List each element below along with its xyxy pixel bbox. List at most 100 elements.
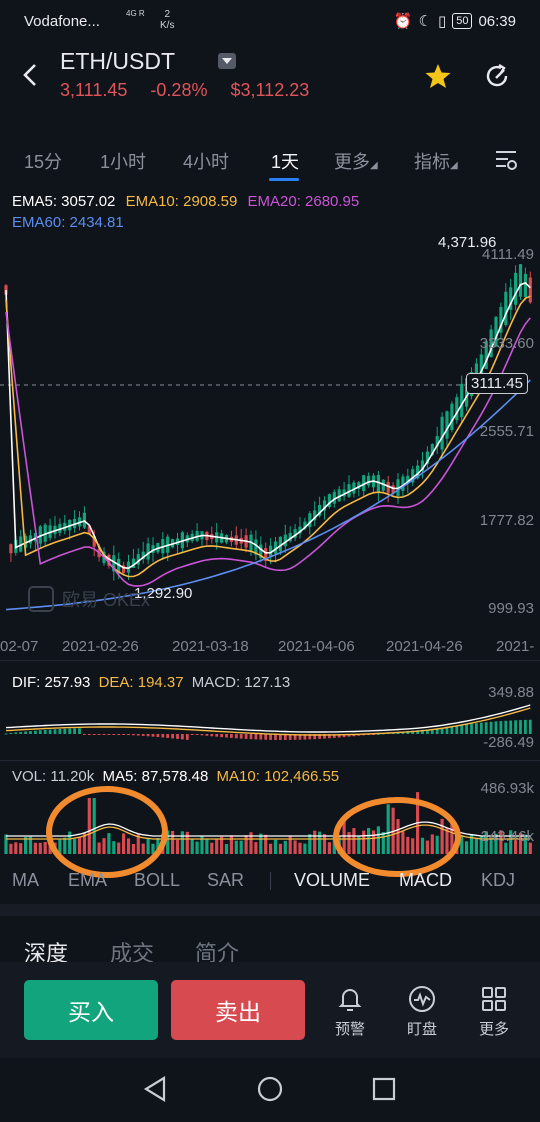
tab-1h[interactable]: 1小时 xyxy=(100,152,147,172)
volume-bar xyxy=(406,836,410,854)
volume-bar xyxy=(264,834,268,854)
macd-chart[interactable] xyxy=(0,690,540,754)
nav-recents-icon[interactable] xyxy=(372,1077,396,1101)
more-button[interactable]: 更多 xyxy=(466,984,522,1039)
indicator-tab-ema[interactable]: EMA xyxy=(68,870,108,890)
candle xyxy=(504,291,508,325)
candle xyxy=(318,504,322,516)
volume-bar xyxy=(430,834,434,854)
macd-bar xyxy=(337,734,341,738)
macd-bar xyxy=(494,721,498,734)
volume-bar xyxy=(9,843,13,854)
macd-bar xyxy=(63,728,67,734)
dif-line xyxy=(5,704,531,733)
volume-bar xyxy=(28,836,33,854)
indicator-tab-volume[interactable]: VOLUME xyxy=(294,870,371,890)
macd-bar xyxy=(156,734,160,738)
volume-bar xyxy=(156,837,160,854)
favorite-star-icon[interactable] xyxy=(424,62,452,90)
nav-home-icon[interactable] xyxy=(257,1076,283,1102)
macd-bar xyxy=(171,734,174,739)
candle xyxy=(283,534,287,547)
candle xyxy=(489,329,493,358)
candle xyxy=(479,354,483,380)
nav-back-icon[interactable] xyxy=(142,1076,168,1102)
active-tab-underline xyxy=(269,178,299,181)
volume-bar xyxy=(73,838,77,854)
alarm-icon: ⏰ xyxy=(393,13,413,30)
back-icon[interactable] xyxy=(20,62,42,88)
candle xyxy=(347,484,351,497)
volume-bar xyxy=(367,827,371,854)
volume-bar xyxy=(465,841,469,854)
candle xyxy=(288,532,292,542)
ema-legend: EMA5: 3057.02 EMA10: 2908.59 EMA20: 2680… xyxy=(12,193,359,210)
macd-bar xyxy=(239,734,243,739)
status-icons: ⏰ ☾ ▯ 50 06:39 xyxy=(393,12,516,31)
macd-bar xyxy=(146,734,150,737)
volume-bar xyxy=(313,830,317,854)
share-icon[interactable] xyxy=(484,62,512,90)
price-axis-label-4: 1777.82 xyxy=(479,512,534,529)
tab-trades[interactable]: 成交 xyxy=(110,941,155,966)
vol-label: VOL: 11.20k xyxy=(12,768,95,785)
candle xyxy=(499,306,503,333)
candle xyxy=(391,485,395,494)
macd-bar xyxy=(308,734,312,740)
macd-bar xyxy=(269,734,272,740)
macd-label: MACD: 127.13 xyxy=(191,674,291,691)
tab-intro[interactable]: 简介 xyxy=(195,941,240,966)
macd-bar xyxy=(92,734,96,735)
chart-settings-icon[interactable] xyxy=(494,148,518,172)
indicator-tab-macd[interactable]: MACD xyxy=(399,870,452,890)
volume-bar xyxy=(131,843,135,854)
candle xyxy=(376,474,380,492)
divider xyxy=(0,760,540,761)
macd-bar xyxy=(127,734,130,735)
volume-bar xyxy=(185,831,189,854)
volume-bar xyxy=(244,835,248,854)
date-label-6: 2021- xyxy=(496,638,535,655)
candle xyxy=(367,475,371,486)
alert-button[interactable]: 预警 xyxy=(322,984,378,1039)
macd-bar xyxy=(484,722,488,734)
volume-bar xyxy=(450,823,454,854)
tab-15m[interactable]: 15分 xyxy=(24,152,63,172)
tab-more[interactable]: 更多◢ xyxy=(334,152,378,172)
indicator-tab-boll[interactable]: BOLL xyxy=(134,870,181,890)
timeframe-tabs: 15分 1小时 4小时 1天 更多◢ 指标◢ xyxy=(0,140,540,184)
candle xyxy=(112,555,116,572)
macd-bar xyxy=(509,720,513,734)
buy-button[interactable]: 买入 xyxy=(24,980,158,1040)
watch-button[interactable]: 盯盘 xyxy=(394,984,450,1039)
macd-bar xyxy=(455,725,459,734)
volume-bar xyxy=(180,831,184,854)
annotation-overlay xyxy=(46,786,461,878)
volume-bar xyxy=(283,840,287,854)
pair-title[interactable]: ETH/USDT xyxy=(60,48,175,74)
price-row: 3,111.45 -0.28% $3,112.23 xyxy=(60,80,327,101)
volume-bar xyxy=(435,835,439,854)
tab-4h[interactable]: 4小时 xyxy=(183,152,230,172)
macd-bar xyxy=(136,734,140,736)
tab-depth[interactable]: 深度 xyxy=(24,941,69,966)
macd-bar xyxy=(176,734,179,739)
indicator-tab-kdj[interactable]: KDJ xyxy=(481,870,516,890)
pair-dropdown-icon[interactable] xyxy=(218,53,236,69)
macd-bar xyxy=(185,734,189,740)
candle xyxy=(126,561,131,573)
tab-indicators[interactable]: 指标◢ xyxy=(414,152,458,172)
indicator-tab-sar[interactable]: SAR xyxy=(207,870,245,890)
macd-bar xyxy=(279,734,282,740)
volume-bar xyxy=(82,833,86,854)
tab-1d[interactable]: 1天 xyxy=(271,152,300,172)
volume-bar xyxy=(97,842,101,854)
volume-bar xyxy=(220,836,224,854)
candle xyxy=(401,476,405,491)
indicator-tab-ma[interactable]: MA xyxy=(12,870,39,890)
date-label-3: 2021-03-18 xyxy=(172,638,249,655)
candlestick-chart[interactable] xyxy=(0,230,540,640)
sell-button[interactable]: 卖出 xyxy=(171,980,305,1040)
volume-bar xyxy=(229,835,233,854)
volume-bar xyxy=(136,833,140,854)
